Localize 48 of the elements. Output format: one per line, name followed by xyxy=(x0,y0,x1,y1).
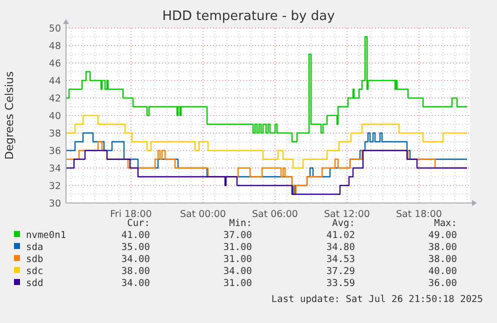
y-tick-label: 36 xyxy=(48,146,61,157)
text: 34.00 xyxy=(223,266,252,277)
text: 35.00 xyxy=(121,242,150,253)
legend-label: nvme0n1 xyxy=(26,230,66,241)
x-tick-label: Fri 18:00 xyxy=(110,209,152,220)
text: 38.00 xyxy=(428,242,458,253)
legend-label: sdd xyxy=(26,278,44,289)
y-tick-label: 44 xyxy=(48,76,61,87)
text: Cur: xyxy=(127,218,150,229)
text: 36.00 xyxy=(428,278,458,289)
text: 49.00 xyxy=(428,230,458,241)
x-tick-label: Sat 12:00 xyxy=(324,209,370,220)
y-tick-label: 46 xyxy=(48,58,61,70)
text: 38.00 xyxy=(121,266,150,277)
text: 33.59 xyxy=(326,278,356,289)
text: 38.00 xyxy=(428,254,458,265)
y-tick-label: 32 xyxy=(48,180,61,192)
y-tick-label: 40 xyxy=(48,110,61,122)
text: 40.00 xyxy=(428,266,458,277)
y-tick-label: 42 xyxy=(48,93,61,104)
text: 41.00 xyxy=(121,230,150,241)
y-axis-title: Degrees Celsius xyxy=(3,71,16,160)
x-tick-label: Sat 00:00 xyxy=(180,209,226,220)
text: 37.29 xyxy=(326,266,356,277)
y-tick-label: 38 xyxy=(48,128,61,140)
y-tick-label: 50 xyxy=(48,23,61,34)
text: 34.00 xyxy=(121,278,150,289)
text: 41.02 xyxy=(326,230,355,241)
legend-label: sdb xyxy=(26,254,44,265)
text: 34.00 xyxy=(121,254,150,265)
y-tick-label: 48 xyxy=(48,40,61,52)
text: 34.80 xyxy=(326,242,356,253)
legend-label: sda xyxy=(26,242,44,253)
text: Max: xyxy=(434,218,457,229)
text: Last update: Sat Jul 26 21:50:18 2025 xyxy=(271,294,483,305)
text: 37.00 xyxy=(223,230,252,241)
text: 31.00 xyxy=(223,278,252,289)
y-tick-label: 30 xyxy=(48,198,61,210)
text: 31.00 xyxy=(223,242,252,253)
chart-title: HDD temperature - by day xyxy=(162,9,336,24)
x-tick-label: Sat 18:00 xyxy=(396,209,442,220)
x-tick-label: Sat 06:00 xyxy=(252,209,298,220)
y-tick-label: 34 xyxy=(48,163,61,174)
legend-label: sdc xyxy=(26,266,44,277)
text: Avg: xyxy=(332,218,355,229)
text: 31.00 xyxy=(223,254,252,265)
text: Min: xyxy=(229,218,252,229)
text: 34.53 xyxy=(326,254,355,265)
